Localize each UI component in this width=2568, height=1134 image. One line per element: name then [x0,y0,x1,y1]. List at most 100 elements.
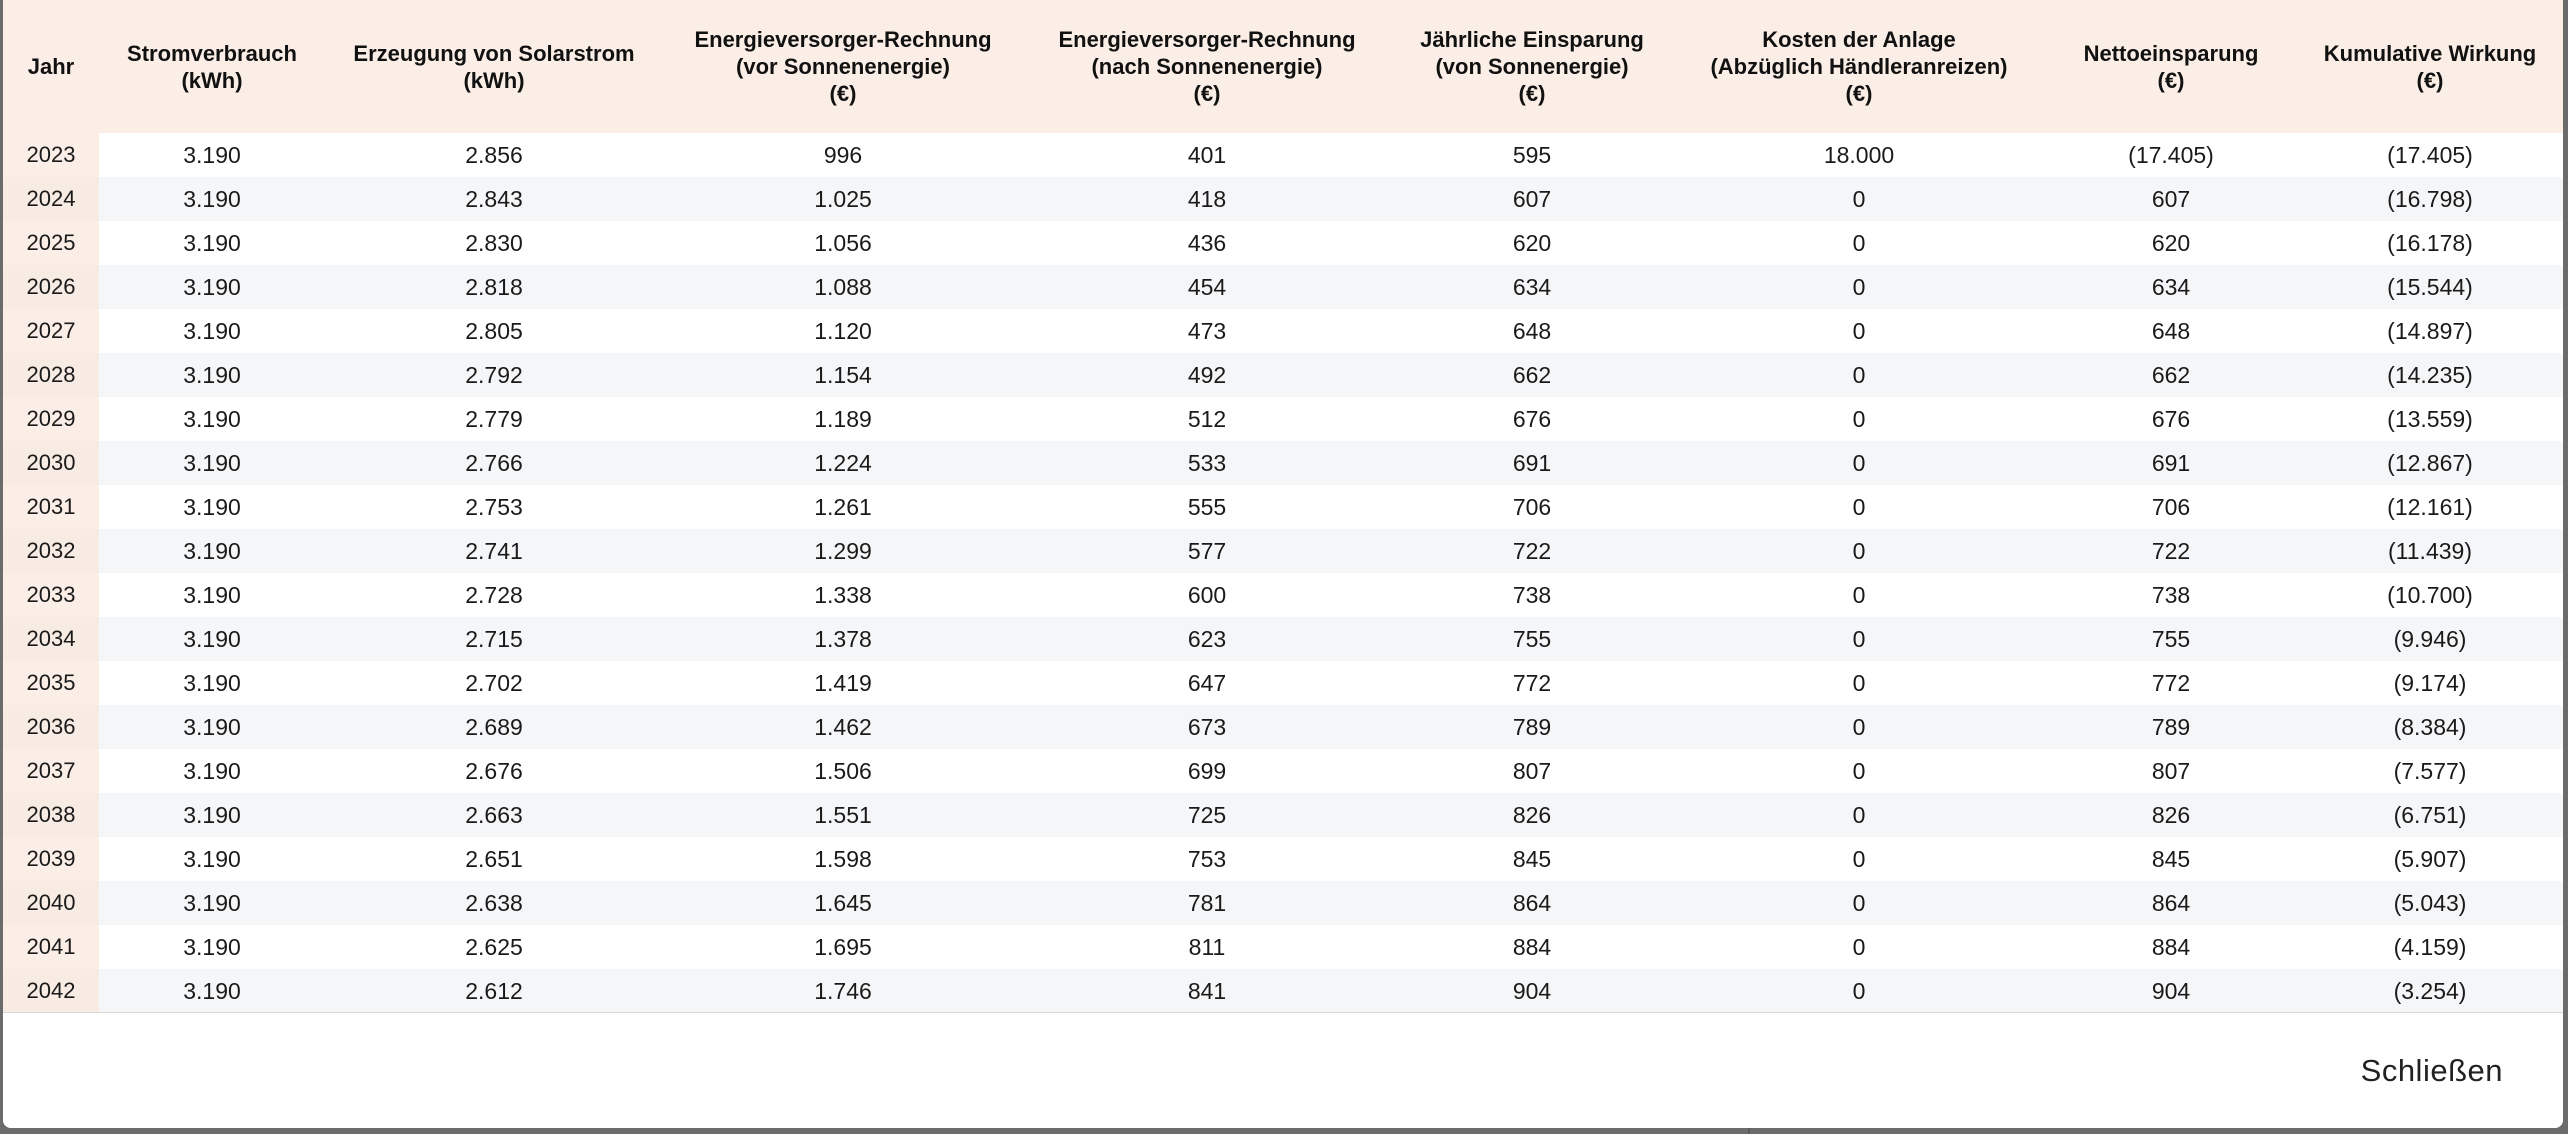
cell-bill-after-solar: 533 [1187,449,1227,476]
column-header-bill-before-solar: Energieversorger-Rechnung (vor Sonnenener… [663,0,1023,133]
column-header-line: Nettoeinsparung [2083,40,2259,66]
cell-net-savings: 789 [2151,713,2191,740]
savings-table: Jahr Stromverbrauch (kWh) Erzeugung von Sol… [3,0,2563,1013]
cell-solar-generation: 2.805 [465,317,523,344]
cell-solar-generation: 2.741 [465,537,523,564]
cell-bill-after-solar: 401 [1187,141,1227,168]
table-row: 2039 3.190 2.651 1.598 753 845 0 845 (5.907) [3,837,2563,881]
cell-bill-after-solar: 436 [1187,229,1227,256]
cell-cumulative-effect: (8.384) [2393,713,2467,740]
cell-annual-savings: 755 [1512,625,1552,652]
cell-cumulative-effect: (16.178) [2387,229,2473,256]
cell-net-savings: 662 [2151,361,2191,388]
cell-system-cost: 18.000 [1823,141,1895,168]
cell-cumulative-effect: (13.559) [2387,405,2473,432]
cell-year: 2038 [3,793,99,837]
column-header-consumption: Stromverbrauch (kWh) [99,0,325,133]
cell-cumulative-effect: (5.907) [2393,845,2467,872]
table-row: 2034 3.190 2.715 1.378 623 755 0 755 (9.946) [3,617,2563,661]
cell-system-cost: 0 [1852,317,1866,344]
cell-solar-generation: 2.766 [465,449,523,476]
column-header-line: Kosten der Anlage [1762,27,1956,52]
cell-system-cost: 0 [1852,361,1866,388]
column-header-line: Erzeugung von Solarstrom [353,40,635,66]
cell-consumption: 3.190 [183,405,241,432]
cell-solar-generation: 2.612 [465,977,523,1004]
cell-annual-savings: 676 [1512,405,1552,432]
column-header-line: Jährliche Einsparung [1420,27,1644,52]
cell-system-cost: 0 [1852,757,1866,784]
cell-bill-after-solar: 555 [1187,493,1227,520]
cell-bill-after-solar: 781 [1187,889,1227,916]
column-header-line: (kWh) [463,67,525,93]
cell-year: 2028 [3,353,99,397]
cell-consumption: 3.190 [183,449,241,476]
cell-consumption: 3.190 [183,889,241,916]
cell-year: 2042 [3,969,99,1013]
cell-bill-before-solar: 1.462 [814,713,872,740]
cell-solar-generation: 2.663 [465,801,523,828]
cell-year: 2030 [3,441,99,485]
cell-bill-after-solar: 577 [1187,537,1227,564]
cell-bill-after-solar: 753 [1187,845,1227,872]
cell-cumulative-effect: (6.751) [2393,801,2467,828]
cell-system-cost: 0 [1852,713,1866,740]
cell-bill-after-solar: 673 [1187,713,1227,740]
cell-net-savings: 755 [2151,625,2191,652]
cell-year: 2041 [3,925,99,969]
cell-system-cost: 0 [1852,537,1866,564]
cell-bill-before-solar: 996 [823,141,863,168]
dialog-footer: Schließen [3,1012,2563,1128]
cell-annual-savings: 864 [1512,889,1552,916]
cell-bill-after-solar: 841 [1187,977,1227,1004]
column-header-net-savings: Nettoeinsparung (€) [2045,0,2297,133]
cell-year: 2026 [3,265,99,309]
table-row: 2033 3.190 2.728 1.338 600 738 0 738 (10.700) [3,573,2563,617]
cell-consumption: 3.190 [183,581,241,608]
cell-cumulative-effect: (4.159) [2393,933,2467,960]
cell-bill-after-solar: 492 [1187,361,1227,388]
cell-cumulative-effect: (5.043) [2393,889,2467,916]
cell-year: 2039 [3,837,99,881]
cell-bill-before-solar: 1.506 [814,757,872,784]
cell-cumulative-effect: (9.946) [2393,625,2467,652]
cell-consumption: 3.190 [183,537,241,564]
cell-system-cost: 0 [1852,933,1866,960]
close-button[interactable]: Schließen [2355,1049,2509,1093]
column-header-line: (€) [2157,67,2185,93]
cell-annual-savings: 634 [1512,273,1552,300]
cell-net-savings: 691 [2151,449,2191,476]
cell-net-savings: 864 [2151,889,2191,916]
cell-system-cost: 0 [1852,977,1866,1004]
cell-bill-before-solar: 1.056 [814,229,872,256]
cell-bill-after-solar: 811 [1188,933,1226,960]
table-row: 2038 3.190 2.663 1.551 725 826 0 826 (6.751) [3,793,2563,837]
cell-bill-after-solar: 418 [1187,185,1227,212]
cell-year: 2037 [3,749,99,793]
table-row: 2026 3.190 2.818 1.088 454 634 0 634 (15.544) [3,265,2563,309]
cell-bill-after-solar: 725 [1187,801,1227,828]
cell-bill-after-solar: 647 [1187,669,1227,696]
cell-bill-before-solar: 1.224 [814,449,872,476]
cell-bill-after-solar: 699 [1187,757,1227,784]
cell-system-cost: 0 [1852,405,1866,432]
cell-system-cost: 0 [1852,669,1866,696]
cell-solar-generation: 2.715 [465,625,523,652]
column-header-cumulative-effect: Kumulative Wirkung (€) [2297,0,2563,133]
cell-bill-before-solar: 1.695 [814,933,872,960]
table-row: 2030 3.190 2.766 1.224 533 691 0 691 (12.867) [3,441,2563,485]
cell-system-cost: 0 [1852,185,1866,212]
column-header-line: (€) [1845,81,1873,106]
cell-annual-savings: 807 [1512,757,1552,784]
table-row: 2029 3.190 2.779 1.189 512 676 0 676 (13.559) [3,397,2563,441]
table-row: 2024 3.190 2.843 1.025 418 607 0 607 (16.798) [3,177,2563,221]
column-header-bill-after-solar: Energieversorger-Rechnung (nach Sonnenene… [1023,0,1391,133]
cell-cumulative-effect: (11.439) [2388,537,2472,564]
cell-solar-generation: 2.625 [465,933,523,960]
table-row: 2036 3.190 2.689 1.462 673 789 0 789 (8.384) [3,705,2563,749]
cell-net-savings: 722 [2151,537,2191,564]
cell-year: 2024 [3,177,99,221]
cell-cumulative-effect: (14.235) [2387,361,2473,388]
cell-net-savings: 634 [2151,273,2191,300]
cell-solar-generation: 2.856 [465,141,523,168]
